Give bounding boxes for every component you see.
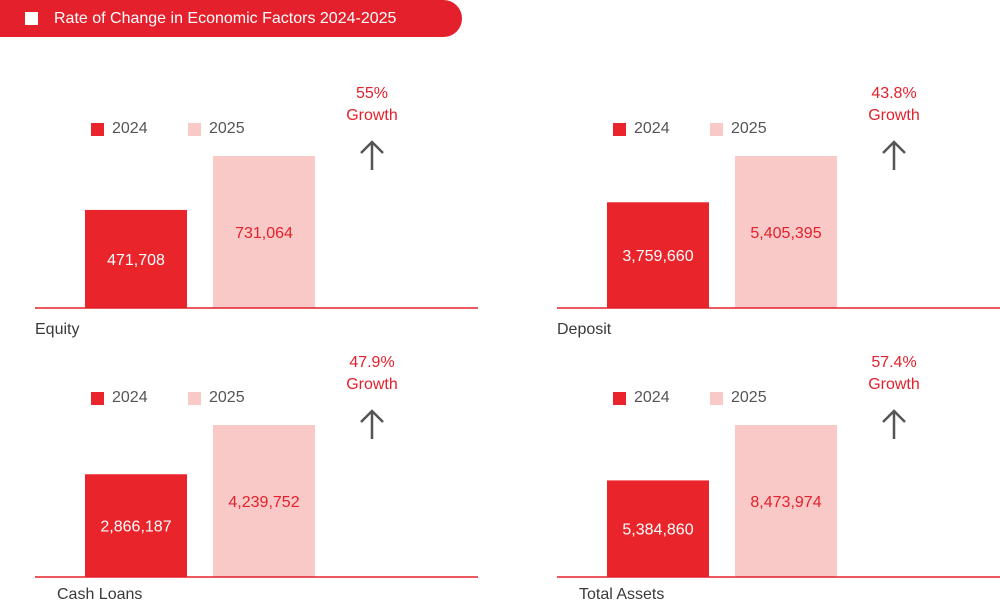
growth-label: Growth — [346, 107, 398, 124]
growth-arrow-icon — [882, 140, 906, 170]
legend-2025: 2025 — [710, 389, 767, 407]
legend-swatch-2025 — [710, 122, 723, 136]
bar-2025 — [213, 156, 315, 308]
legend-2025: 2025 — [188, 389, 245, 407]
legend-2024: 2024 — [91, 120, 148, 138]
growth-arrow-icon — [882, 409, 906, 439]
growth-value: 47.9% — [349, 354, 395, 371]
data-label-2024: 5,384,860 — [622, 522, 693, 539]
growth-value: 43.8% — [871, 85, 917, 102]
header-square-icon — [25, 12, 38, 25]
bar-chart-svg: 2,866,187 4,239,752 — [35, 409, 478, 578]
legend-label-2024: 2024 — [112, 389, 148, 406]
chart-panel-deposit: 2024 2025 43.8% Growth 3,759,660 5,405,39… — [522, 0, 1000, 338]
page-title: Rate of Change in Economic Factors 2024-… — [54, 9, 397, 27]
legend-label-2025: 2025 — [731, 389, 767, 406]
bar-2025 — [735, 425, 837, 577]
legend-label-2024: 2024 — [112, 120, 148, 137]
chart-header: Rate of Change in Economic Factors 2024-… — [0, 0, 462, 37]
growth-label: Growth — [868, 376, 920, 393]
data-label-2025: 5,405,395 — [750, 225, 821, 242]
data-label-2024: 3,759,660 — [622, 248, 693, 265]
growth-indicator: 43.8% Growth — [844, 83, 944, 127]
growth-label: Growth — [868, 107, 920, 124]
legend-label-2025: 2025 — [209, 120, 245, 137]
legend-label-2025: 2025 — [209, 389, 245, 406]
legend-swatch-2024 — [613, 391, 626, 405]
legend-swatch-2024 — [613, 122, 626, 136]
legend-2024: 2024 — [613, 120, 670, 138]
legend-2025: 2025 — [710, 120, 767, 138]
bar-chart-svg: 5,384,860 8,473,974 — [557, 409, 1000, 578]
legend-swatch-2024 — [91, 122, 104, 136]
category-label: Deposit — [557, 321, 612, 338]
legend-label-2024: 2024 — [634, 120, 670, 137]
bar-2025 — [735, 156, 837, 308]
bar-2024 — [607, 202, 709, 308]
growth-indicator: 55% Growth — [322, 83, 422, 127]
category-label: Total Assets — [579, 586, 665, 603]
bar-2024 — [85, 209, 187, 308]
growth-indicator: 47.9% Growth — [322, 352, 422, 396]
bar-2024 — [85, 474, 187, 577]
bar-2025 — [213, 425, 315, 577]
bar-chart-svg: 471,708 731,064 — [35, 140, 478, 309]
chart-panel-equity: 2024 2025 55% Growth 471,708 731,064 Equi… — [0, 0, 500, 338]
chart-panel-cash-loans: 2024 2025 47.9% Growth 2,866,187 4,239,75… — [0, 269, 500, 603]
legend-2024: 2024 — [613, 389, 670, 407]
data-label-2025: 8,473,974 — [750, 494, 821, 511]
data-label-2024: 471,708 — [107, 252, 165, 269]
legend-swatch-2025 — [188, 122, 201, 136]
data-label-2025: 4,239,752 — [228, 494, 299, 511]
growth-arrow-icon — [360, 140, 384, 170]
category-label: Equity — [35, 321, 80, 338]
legend-swatch-2024 — [91, 391, 104, 405]
growth-arrow-icon — [360, 409, 384, 439]
legend-label-2025: 2025 — [731, 120, 767, 137]
legend-swatch-2025 — [188, 391, 201, 405]
legend-2024: 2024 — [91, 389, 148, 407]
legend-2025: 2025 — [188, 120, 245, 138]
legend-swatch-2025 — [710, 391, 723, 405]
data-label-2025: 731,064 — [235, 225, 293, 242]
growth-value: 57.4% — [871, 354, 917, 371]
legend-label-2024: 2024 — [634, 389, 670, 406]
bar-chart-svg: 3,759,660 5,405,395 — [557, 140, 1000, 309]
growth-label: Growth — [346, 376, 398, 393]
data-label-2024: 2,866,187 — [100, 519, 171, 536]
category-label: Cash Loans — [57, 586, 143, 603]
growth-indicator: 57.4% Growth — [844, 352, 944, 396]
growth-value: 55% — [355, 85, 389, 102]
bar-2024 — [607, 480, 709, 577]
chart-panel-total-assets: 2024 2025 57.4% Growth 5,384,860 8,473,97… — [522, 269, 1000, 603]
